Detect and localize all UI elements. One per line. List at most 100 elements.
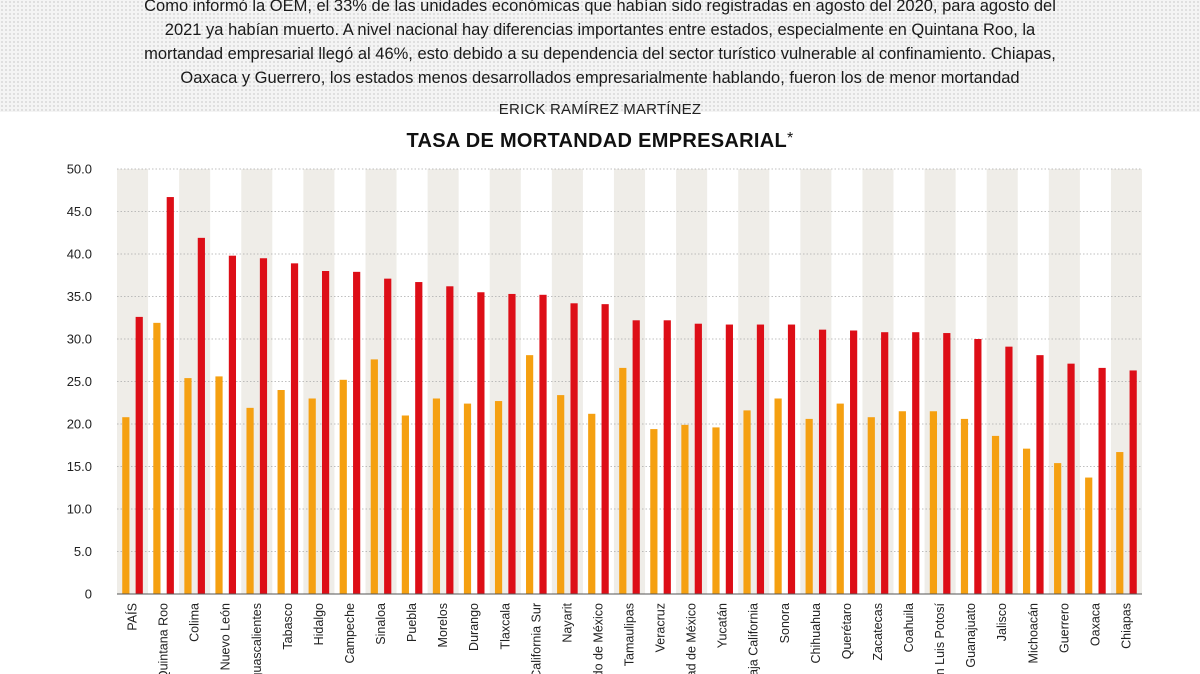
x-tick-label: Tamaulipas [623,603,637,666]
intro-line-2: 2021 ya habían muerto. A nivel nacional … [164,21,1036,39]
bar [384,278,392,594]
x-tick-label: Tabasco [281,603,295,650]
bar [836,403,844,594]
y-tick-label: 25.0 [67,374,92,389]
bar [663,320,671,594]
bar [912,332,920,594]
bar [539,294,547,594]
bar [898,411,906,594]
bar [756,324,765,594]
x-tick-label: Durango [467,603,481,651]
bar [991,435,1000,594]
y-tick-label: 5.0 [74,544,92,559]
y-tick-label: 40.0 [67,247,92,262]
x-tick-label: Zacatecas [871,603,885,661]
intro-band [0,0,1200,112]
bar [432,398,441,594]
x-tick-label: Michoacán [1026,603,1040,663]
bar [308,398,316,594]
bar [153,322,161,594]
bar [184,378,192,594]
x-tick-label: Oaxaca [1088,603,1102,646]
bar [215,376,223,594]
bar [259,258,268,594]
bar [1085,477,1093,594]
bar [477,292,485,594]
bar [881,332,889,594]
title-footnote-mark: * [787,130,794,147]
chart-title-text: TASA DE MORTANDAD EMPRESARIAL [406,130,787,152]
category-band [241,169,273,594]
bar [370,359,378,594]
bar [588,413,596,594]
chart-title: TASA DE MORTANDAD EMPRESARIAL* [0,130,1200,153]
intro-line-3: mortandad empresarial llegó al 46%, esto… [144,45,1056,63]
intro-line-1: Como informó la OEM, el 33% de las unida… [144,0,1056,15]
y-tick-label: 50.0 [67,162,92,177]
bar [943,333,951,594]
x-tick-label: PAÍS [125,603,140,631]
x-tick-label: Yucatán [716,603,730,648]
x-tick-label: Estado de México [591,603,605,674]
bar [725,324,733,594]
author-byline: ERICK RAMÍREZ MARTÍNEZ [498,101,702,118]
bar [650,429,658,594]
x-tick-label: Guanajuato [964,603,978,668]
bar [601,304,609,594]
bar [508,293,516,594]
x-tick-label: Nuevo León [219,603,233,670]
bar [570,303,578,594]
bar [122,417,130,594]
x-tick-label: Hidalgo [312,603,326,645]
x-tick-label: Ciudad de México [685,603,699,674]
x-tick-label: Tlaxcala [498,603,512,650]
bar [694,323,702,594]
bar [135,316,143,594]
bar [246,407,254,594]
y-tick-label: 45.0 [67,204,92,219]
x-tick-label: Baja California Sur [529,603,543,674]
bar [415,282,423,594]
x-tick-label: Nayarit [560,602,574,642]
bar [557,395,565,594]
category-band [800,169,832,594]
bar [974,339,982,594]
bar [446,286,454,594]
category-band [986,169,1018,594]
intro-line-4: Oaxaca y Guerrero, los estados menos des… [180,69,1020,87]
bar [805,418,813,594]
category-band [303,169,335,594]
x-tick-label: Campeche [343,603,357,663]
x-tick-label: Morelos [436,603,450,647]
x-tick-label: Coahuila [902,603,916,652]
bar [818,329,827,594]
x-tick-label: Baja California [747,603,761,674]
bar [290,263,299,594]
bar [929,411,938,594]
bar [166,197,174,595]
bar [1116,452,1124,594]
x-tick-label: Sinaloa [374,603,388,645]
bar [867,417,875,594]
category-band [738,169,770,594]
bar [401,415,409,594]
bar [339,379,347,594]
bar [619,367,627,594]
bar [463,403,472,594]
bar [774,398,782,594]
x-tick-label: Sonora [778,603,792,643]
bar [494,401,503,594]
y-tick-label: 15.0 [67,459,92,474]
x-tick-label: Quintana Roo [157,603,171,674]
bar [960,418,969,594]
bar [681,424,689,594]
bar [1098,367,1106,594]
category-band [489,169,521,594]
bar [277,390,285,594]
bar [353,271,361,594]
y-tick-label: 30.0 [67,332,92,347]
bar [1054,463,1062,594]
bar [1005,346,1013,594]
bar [787,324,796,594]
